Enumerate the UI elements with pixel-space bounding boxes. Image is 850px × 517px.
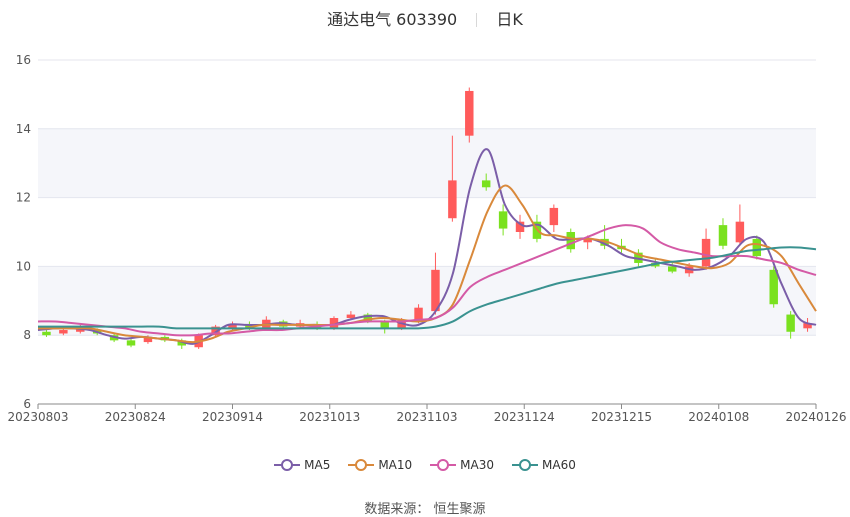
x-tick-label: 20231013 [299, 410, 360, 424]
legend-item-ma10[interactable]: MA10 [348, 458, 412, 472]
legend-item-ma30[interactable]: MA30 [430, 458, 494, 472]
candle-body [465, 90, 474, 136]
candle-body [228, 324, 237, 329]
legend-line-circle-icon [274, 459, 301, 471]
candle-body [752, 238, 762, 257]
candle-body [566, 232, 575, 250]
candle-body [583, 238, 592, 243]
legend-item-ma5[interactable]: MA5 [274, 458, 330, 472]
grid-band [38, 266, 816, 336]
y-tick-label: 8 [23, 328, 31, 342]
y-tick-label: 10 [16, 259, 31, 273]
ma-line-ma60 [38, 246, 817, 330]
x-tick-label: 20230803 [7, 410, 68, 424]
title-separator [476, 13, 478, 27]
candle-body [600, 238, 609, 246]
legend-label: MA5 [304, 458, 331, 472]
legend-line-circle-icon [348, 459, 375, 471]
candle-body [481, 180, 491, 188]
y-tick-label: 16 [16, 53, 31, 67]
candle-body [786, 314, 795, 332]
x-tick-label: 20230914 [202, 410, 263, 424]
candle-body [498, 211, 508, 229]
legend-line-circle-icon [512, 459, 539, 471]
x-tick-label: 20230824 [105, 410, 166, 424]
candle-body [549, 207, 559, 226]
x-tick-label: 20240108 [688, 410, 749, 424]
y-tick-label: 12 [16, 191, 31, 205]
ma-line-ma10 [37, 184, 817, 344]
candle-body [769, 269, 778, 305]
legend-line-circle-icon [430, 459, 457, 471]
y-tick-label: 6 [23, 397, 31, 411]
chart-title: 通达电气 603390 [327, 10, 458, 29]
x-tick-label: 20231103 [396, 410, 457, 424]
candle-body [42, 331, 51, 336]
legend-label: MA30 [460, 458, 495, 472]
chart-period: 日K [496, 10, 523, 29]
grid-band [38, 128, 816, 198]
legend-label: MA60 [542, 458, 576, 472]
candle-body [211, 326, 220, 336]
candle-body [448, 180, 457, 219]
candle-body [363, 314, 373, 322]
x-tick-label: 20240126 [785, 410, 846, 424]
candle-body [76, 328, 85, 332]
candle-body [59, 330, 68, 334]
chart-legend: MA5 MA10 MA30 MA60 [0, 458, 850, 472]
ma-line-ma30 [37, 224, 817, 337]
candle-body [346, 314, 356, 318]
candle-body [329, 318, 339, 329]
candle-body [414, 307, 423, 322]
candle-body [735, 221, 745, 243]
x-tick-label: 20231124 [494, 410, 555, 424]
candle-body [380, 321, 389, 329]
y-tick-label: 14 [16, 122, 31, 136]
candle-body [668, 266, 677, 272]
x-tick-label: 20231215 [591, 410, 652, 424]
candle-body [431, 269, 440, 312]
legend-label: MA10 [378, 458, 413, 472]
candle-body [701, 238, 711, 267]
candle-body [143, 336, 153, 343]
candle-body [126, 340, 136, 346]
candle-body [718, 225, 728, 246]
legend-item-ma60[interactable]: MA60 [512, 458, 576, 472]
candle-body [177, 340, 186, 346]
data-source-label: 数据来源： 恒生聚源 [364, 502, 486, 517]
candle-body [803, 323, 812, 329]
candle-body [515, 221, 525, 232]
chart-title-bar: 通达电气 603390 日K [0, 6, 850, 30]
